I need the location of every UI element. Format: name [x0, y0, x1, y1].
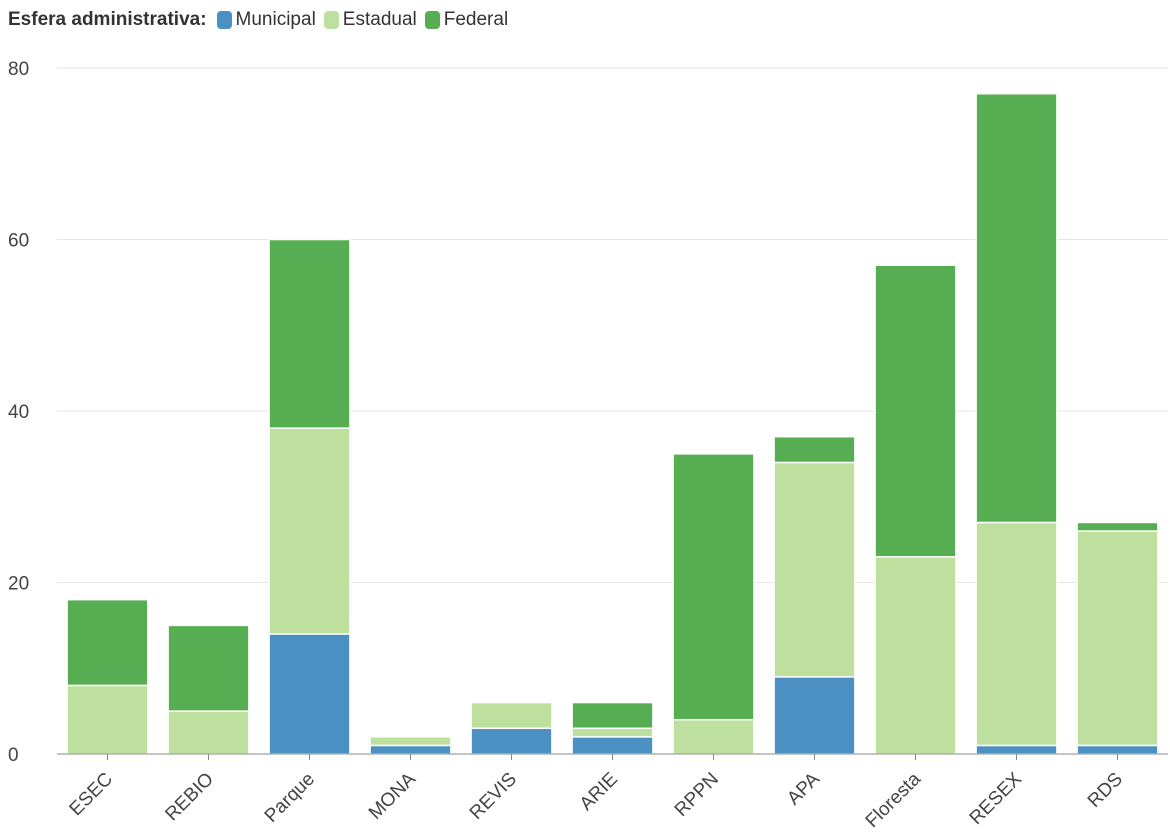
y-tick-label-20: 20 — [8, 574, 29, 595]
bar-resex-estadual — [975, 521, 1058, 747]
bar-rppn-estadual — [672, 718, 755, 755]
bar-apa-municipal — [773, 676, 856, 755]
chart-legend: Esfera administrativa: Municipal Estadua… — [8, 6, 512, 34]
legend-label-federal: Federal — [443, 9, 509, 30]
bar-resex-municipal — [975, 744, 1058, 755]
bar-arie-federal — [571, 701, 654, 730]
x-tick-label-rds: RDS — [1084, 769, 1127, 812]
x-tick-label-revis: REVIS — [466, 769, 521, 824]
legend-label-municipal: Municipal — [235, 9, 316, 30]
legend-swatch-estadual — [323, 11, 339, 29]
bar-esec-federal — [66, 598, 149, 687]
bar-rebio-federal — [167, 624, 250, 712]
x-tick-label-floresta: Floresta — [862, 768, 926, 832]
bar-apa-estadual — [773, 461, 856, 678]
y-tick-label-60: 60 — [8, 231, 29, 252]
x-tick-label-apa: APA — [783, 768, 824, 809]
y-tick-label-40: 40 — [8, 402, 29, 423]
legend-title: Esfera administrativa: — [8, 9, 207, 30]
bars — [66, 92, 1159, 755]
x-axis: ESEC REBIO Parque MONA REVIS ARIE RPPN APA Flore… — [57, 753, 1168, 832]
bar-mona-estadual — [369, 736, 452, 747]
bar-apa-federal — [773, 435, 856, 464]
bar-arie-municipal — [571, 736, 654, 755]
legend-item-federal[interactable]: Federal — [424, 9, 509, 31]
legend-label-estadual: Estadual — [342, 9, 417, 30]
y-tick-label-80: 80 — [8, 59, 29, 80]
legend-item-municipal[interactable]: Municipal — [216, 9, 316, 31]
bar-rds-estadual — [1076, 530, 1159, 747]
bar-floresta-federal — [874, 264, 957, 558]
bar-rds-federal — [1076, 521, 1159, 532]
bar-rppn-federal — [672, 453, 755, 721]
x-tick-label-rppn: RPPN — [671, 769, 723, 821]
x-tick-label-resex: RESEX — [966, 768, 1027, 829]
legend-swatch-municipal — [216, 11, 232, 29]
bar-revis-municipal — [470, 727, 553, 755]
bar-parque-federal — [268, 238, 351, 429]
bar-revis-estadual — [470, 701, 553, 730]
legend-item-estadual[interactable]: Estadual — [323, 9, 417, 31]
bar-mona-municipal — [369, 744, 452, 755]
x-tick-label-parque: Parque — [261, 769, 319, 827]
bar-parque-municipal — [268, 633, 351, 755]
bar-rebio-estadual — [167, 710, 250, 755]
x-tick-label-rebio: REBIO — [161, 769, 218, 826]
x-tick-label-esec: ESEC — [66, 769, 117, 820]
bar-resex-federal — [975, 92, 1058, 524]
legend-swatch-federal — [424, 11, 440, 29]
bar-esec-estadual — [66, 684, 149, 755]
x-tick-label-mona: MONA — [365, 768, 420, 823]
y-tick-label-0: 0 — [8, 745, 19, 766]
bar-rds-municipal — [1076, 744, 1159, 755]
bar-floresta-estadual — [874, 556, 957, 755]
bar-arie-estadual — [571, 727, 654, 738]
bar-parque-estadual — [268, 427, 351, 635]
y-axis: 0 20 40 60 80 — [8, 59, 29, 766]
x-tick-label-arie: ARIE — [576, 769, 622, 815]
